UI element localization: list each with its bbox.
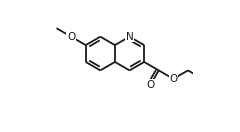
Text: O: O [67,32,75,42]
Text: N: N [126,32,133,42]
Text: O: O [169,74,177,84]
Text: O: O [146,80,154,90]
